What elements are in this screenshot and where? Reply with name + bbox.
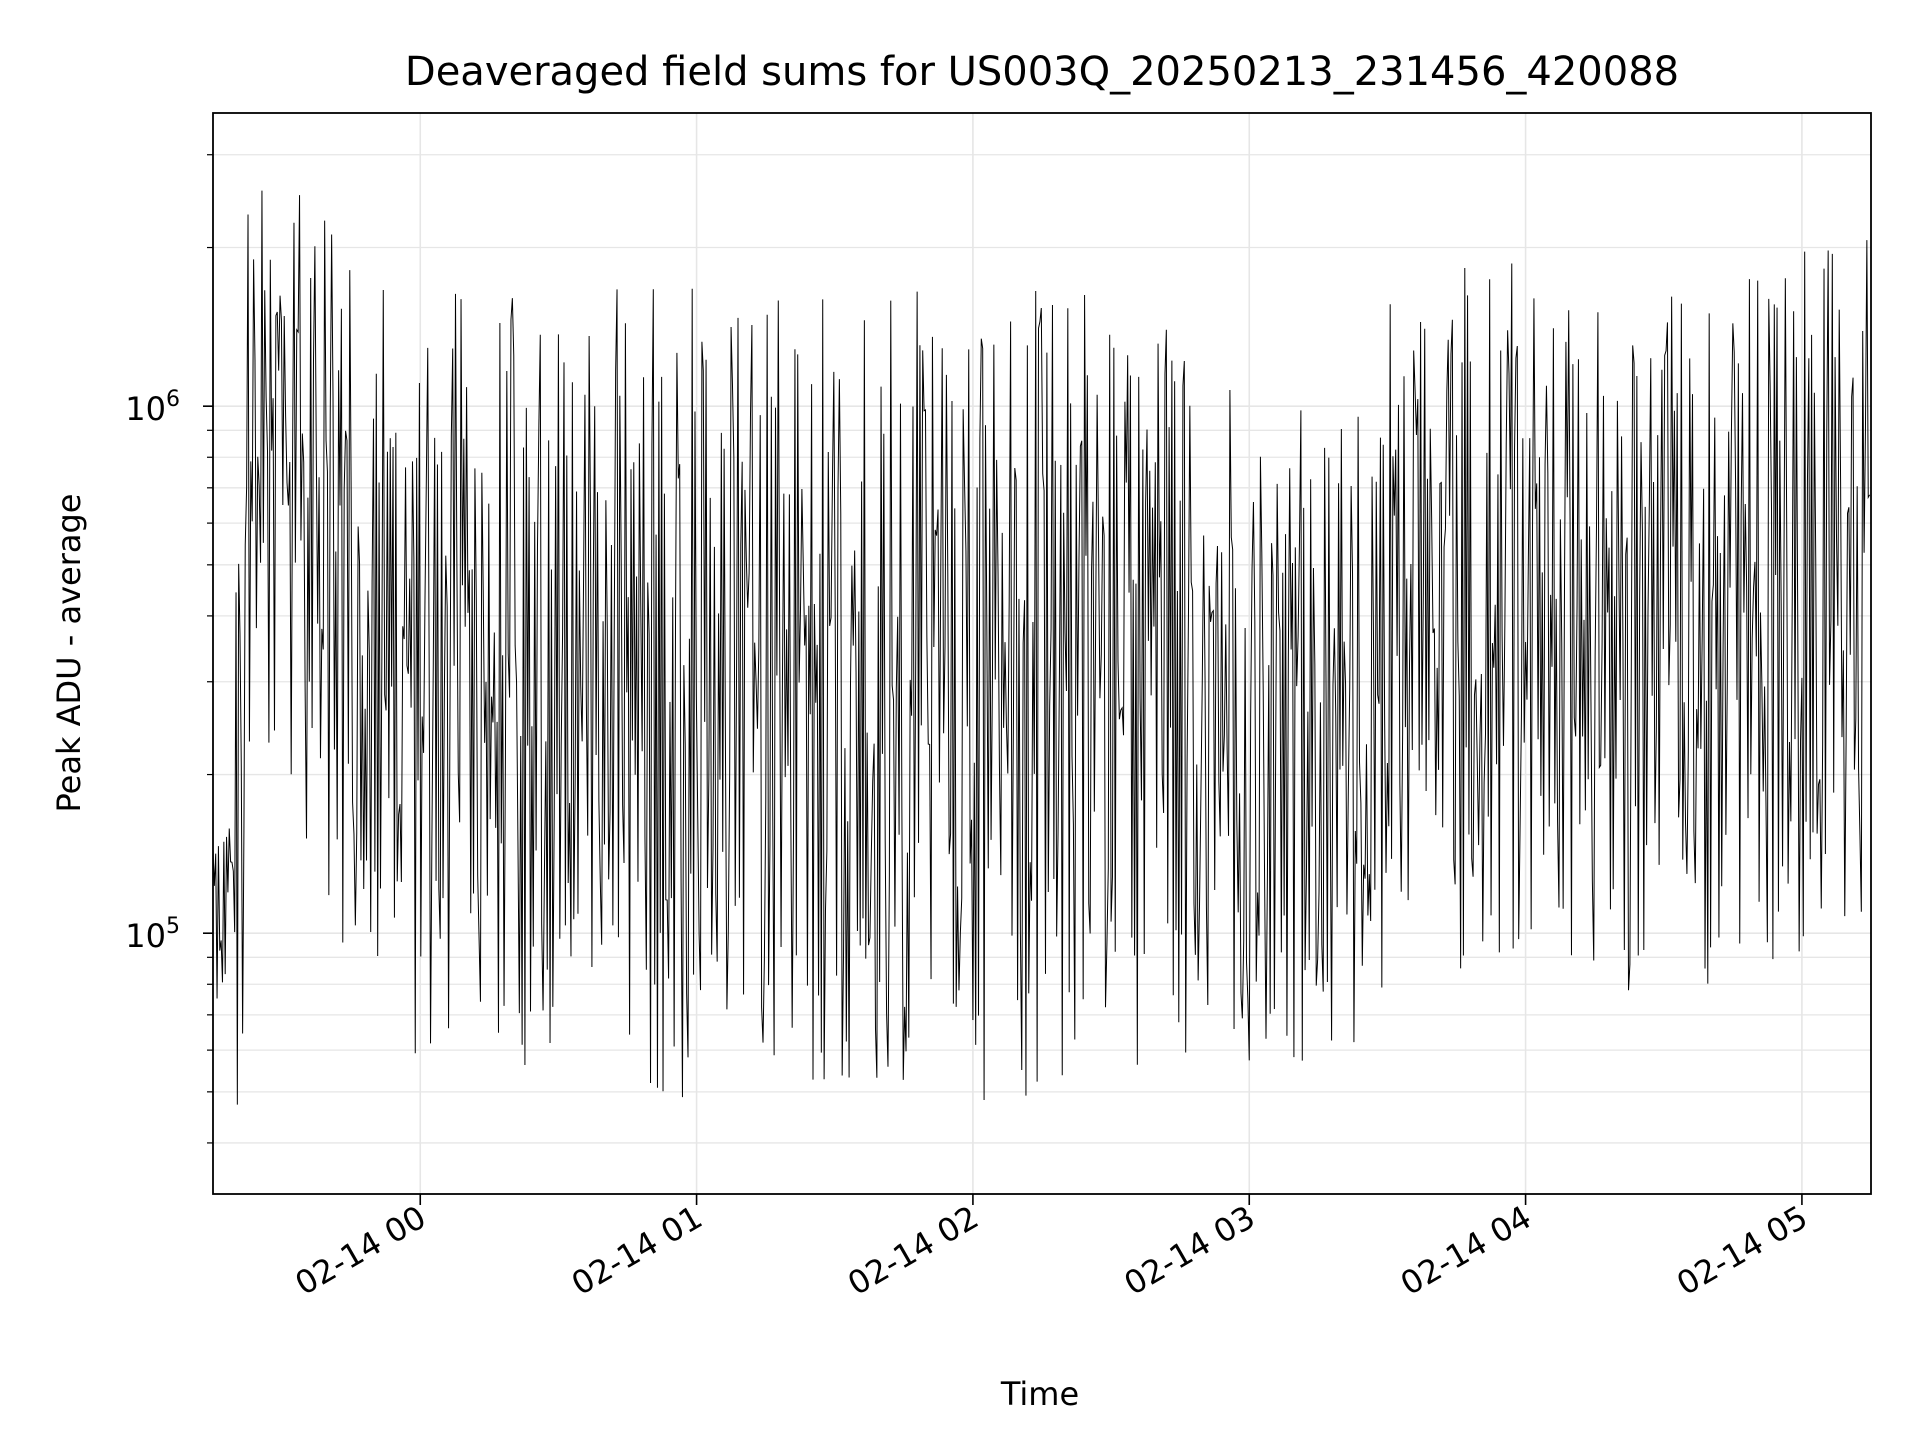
chart-title: Deaveraged field sums for US003Q_2025021…	[405, 49, 1679, 95]
x-axis-label: Time	[1000, 1375, 1079, 1413]
x-axis: 02-14 00 02-14 01 02-14 02 02-14 03 02-14 04…	[289, 1194, 1814, 1303]
y-tick-label: 105	[125, 914, 180, 955]
y-axis: 105 106	[125, 154, 213, 1144]
x-tick-label: 02-14 02	[841, 1198, 985, 1303]
x-tick-label: 02-14 04	[1394, 1198, 1538, 1303]
y-axis-label: Peak ADU - average	[50, 494, 88, 813]
y-tick-label: 106	[125, 387, 180, 428]
x-tick-label: 02-14 03	[1118, 1198, 1262, 1303]
plot-frame	[212, 112, 1872, 1195]
series-line	[212, 190, 1871, 1105]
grid-lines	[213, 113, 1871, 1194]
x-tick-label: 02-14 00	[289, 1198, 433, 1303]
series-layer	[212, 190, 1871, 1105]
x-tick-label: 02-14 05	[1670, 1198, 1814, 1303]
x-tick-label: 02-14 01	[565, 1198, 709, 1303]
